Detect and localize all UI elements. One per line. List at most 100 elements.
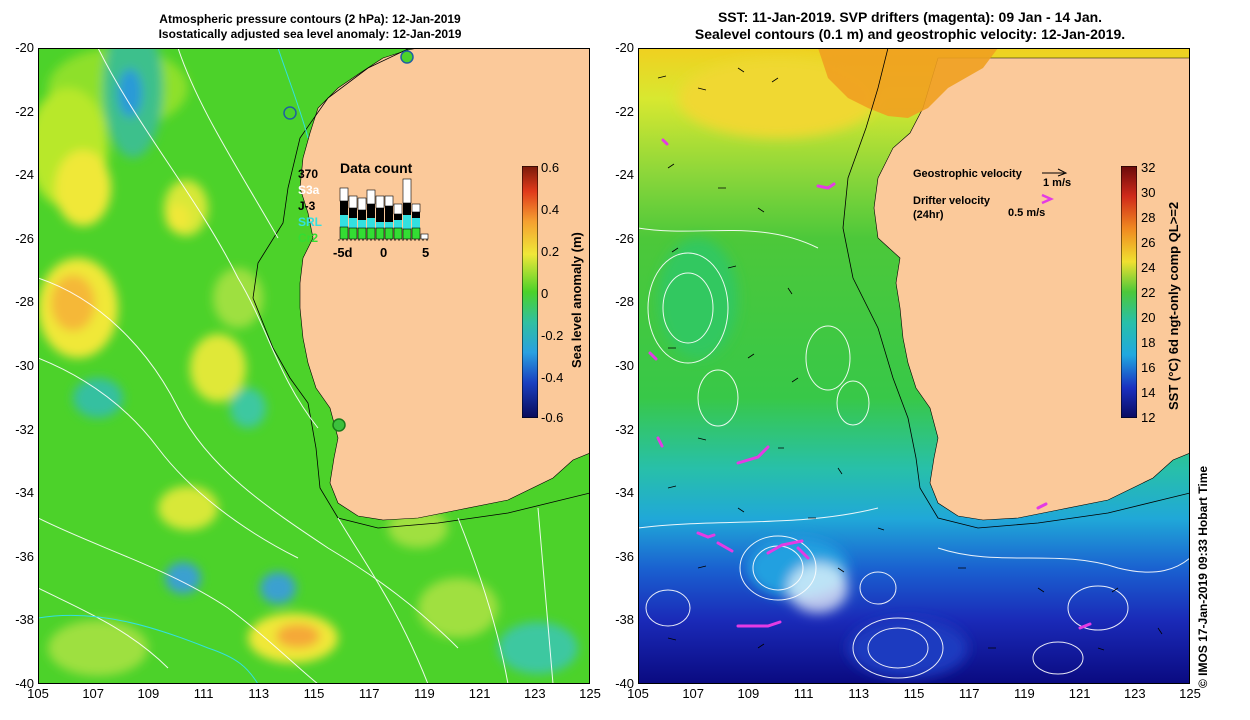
- right-lat-tick: -38: [615, 612, 634, 628]
- right-lon-tick: 119: [1014, 686, 1035, 701]
- legend-srl: SRL: [298, 215, 322, 229]
- sla-cb-tick: -0.4: [541, 370, 564, 385]
- right-title-line1: SST: 11-Jan-2019. SVP drifters (magenta)…: [717, 9, 1103, 25]
- sla-cb-tick: 0.6: [541, 160, 560, 175]
- left-map-title: Atmospheric pressure contours (2 hPa): 1…: [60, 12, 560, 42]
- left-lat-tick: -22: [15, 103, 34, 119]
- left-lat-tick: -26: [15, 230, 34, 246]
- left-lon-tick: 113: [248, 686, 270, 701]
- left-lat-tick: -30: [15, 358, 34, 373]
- cyan-contours: [38, 48, 309, 684]
- sst-cb-tick: 20: [1141, 310, 1156, 325]
- right-lon-tick: 109: [737, 686, 760, 701]
- legend-s3a: S3a: [298, 183, 320, 197]
- sst-map[interactable]: [638, 48, 1190, 684]
- right-lon-tick: 117: [958, 686, 980, 701]
- right-lon-tick: 105: [627, 686, 649, 701]
- land-australia: [873, 57, 1190, 521]
- sst-cb-tick: 14: [1141, 385, 1156, 400]
- right-lon-tick: 123: [1123, 686, 1146, 701]
- sla-cb-tick: -0.6: [541, 410, 564, 425]
- left-lon-tick: 117: [358, 686, 380, 701]
- geostrophic-arrow-icon: [1042, 168, 1068, 177]
- sla-cb-tick: 0.4: [541, 202, 560, 217]
- hist-bar: [339, 187, 349, 240]
- tide-gauge-marker[interactable]: [332, 418, 346, 432]
- left-lat-tick: -28: [15, 294, 34, 310]
- geostrophic-velocity-label: Geostrophic velocity: [913, 168, 1022, 180]
- left-lat-tick: -38: [15, 612, 34, 628]
- left-lon-tick: 109: [137, 686, 160, 701]
- hist-bar: [366, 189, 376, 240]
- left-title-line2: Isostatically adjusted sea level anomaly…: [158, 27, 462, 41]
- left-lon-tick: 123: [523, 686, 546, 701]
- left-lon-tick: 105: [27, 686, 49, 701]
- shelf-contour: [252, 48, 590, 529]
- right-lon-tick: 113: [848, 686, 870, 701]
- sst-cb-tick: 28: [1141, 210, 1156, 225]
- hist-bar: [384, 195, 394, 240]
- sst-colorbar: [1121, 166, 1137, 418]
- hist-tick-minus5: -5d: [333, 245, 353, 260]
- hist-bar: [375, 195, 385, 240]
- sst-cb-tick: 16: [1141, 360, 1156, 375]
- drifter-velocity-period: (24hr): [913, 209, 944, 221]
- shelf-contour: [842, 48, 1190, 529]
- hist-bar: [420, 233, 429, 240]
- sst-cb-tick: 30: [1141, 185, 1156, 200]
- imos-credit: © IMOS 17-Jan-2019 09:33 Hobart Time: [1196, 465, 1210, 688]
- right-lon-tick: 111: [793, 686, 814, 701]
- right-lat-tick: -32: [615, 421, 634, 437]
- warm-coastal-region: [818, 48, 998, 118]
- right-lat-tick: -24: [615, 167, 634, 183]
- tide-gauge-marker[interactable]: [400, 50, 414, 64]
- sst-cb-tick: 24: [1141, 260, 1156, 275]
- sla-colorbar: [522, 166, 538, 418]
- right-lat-tick: -34: [615, 485, 634, 501]
- left-lon-tick: 125: [579, 686, 601, 701]
- left-lon-tick: 111: [193, 686, 214, 701]
- left-lon-tick: 121: [468, 686, 491, 701]
- hist-bar: [393, 203, 403, 240]
- legend-j3: J-3: [298, 199, 316, 213]
- sst-cb-tick: 18: [1141, 335, 1156, 350]
- drifter-velocity-label: Drifter velocity: [913, 195, 991, 207]
- left-lat-tick: -34: [15, 485, 34, 501]
- geostrophic-velocity-arrows: [657, 67, 1163, 651]
- sea-level-anomaly-map[interactable]: [38, 48, 590, 684]
- tide-gauge-marker[interactable]: [283, 106, 297, 120]
- left-lat-tick: -36: [15, 548, 34, 564]
- right-lat-tick: -36: [615, 548, 634, 564]
- hist-tick-5: 5: [422, 245, 430, 260]
- sst-colorbar-label: SST (°C) 6d ngt-only comp QL>=2: [1166, 201, 1181, 410]
- data-count-title: Data count: [340, 160, 413, 176]
- sla-anomaly-blobs: [38, 48, 578, 676]
- legend-cr2: Cr2: [298, 231, 319, 245]
- land-australia: [299, 48, 590, 521]
- pressure-contours: [38, 48, 554, 684]
- drifter-scale: 0.5 m/s: [1008, 207, 1046, 219]
- sla-cb-tick: 0.2: [541, 244, 560, 259]
- right-lat-tick: -22: [615, 103, 634, 119]
- right-title-line2: Sealevel contours (0.1 m) and geostrophi…: [694, 26, 1126, 42]
- right-lon-tick: 125: [1179, 686, 1201, 701]
- left-lat-tick: -24: [15, 167, 34, 183]
- right-lon-tick: 115: [903, 686, 925, 701]
- hist-tick-0: 0: [380, 245, 388, 260]
- data-count-max: 370: [298, 167, 319, 181]
- left-lon-tick: 107: [82, 686, 105, 701]
- data-count-histogram: [338, 178, 430, 241]
- left-lat-tick: -32: [15, 421, 34, 437]
- right-lat-tick: -20: [615, 40, 634, 55]
- left-title-line1: Atmospheric pressure contours (2 hPa): 1…: [159, 12, 461, 26]
- right-lat-tick: -30: [615, 358, 634, 373]
- hist-bar: [357, 197, 367, 240]
- right-lon-tick: 121: [1068, 686, 1091, 701]
- sla-cb-tick: -0.2: [541, 328, 564, 343]
- sla-cb-tick: 0: [541, 286, 549, 301]
- sst-cb-tick: 12: [1141, 410, 1156, 425]
- hist-bar: [348, 195, 358, 240]
- right-lon-tick: 107: [682, 686, 705, 701]
- hist-bar: [411, 203, 421, 240]
- sea-level-contours: [638, 227, 1190, 679]
